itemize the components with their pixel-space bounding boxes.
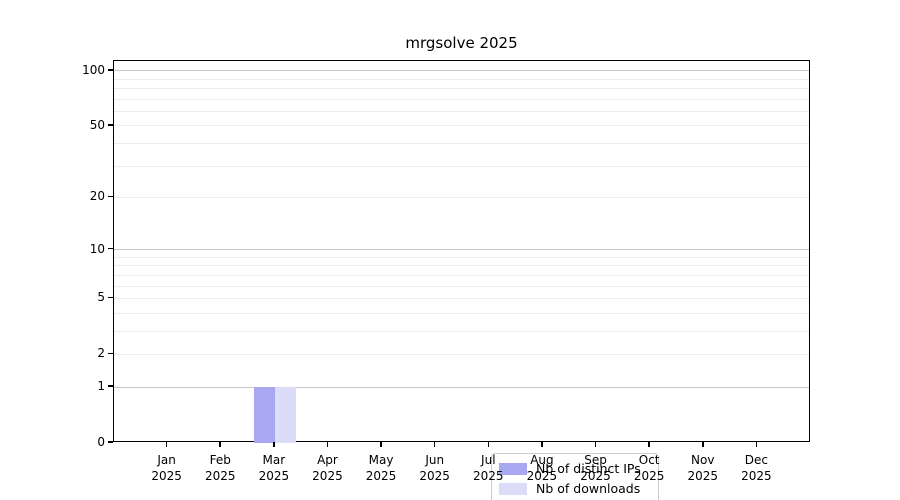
gridline-y-6: [114, 285, 809, 287]
x-tick-label-sep: Sep 2025: [580, 453, 611, 483]
y-tick-label-1: 1: [97, 379, 105, 394]
gridline-y-2: [114, 353, 809, 355]
gridline-y-4: [114, 312, 809, 314]
y-tick-label-5: 5: [97, 290, 105, 305]
gridline-y-3: [114, 330, 809, 332]
x-tick-label-feb: Feb 2025: [204, 453, 236, 483]
legend-swatch-distinct-ips: [499, 462, 527, 475]
gridline-y-30: [114, 165, 809, 167]
x-tick-mark-may: [380, 442, 382, 447]
gridline-y-60: [114, 110, 809, 112]
x-tick-label-aug: Aug 2025: [526, 453, 558, 483]
plot-area: Nb of distinct IPs Nb of downloads: [113, 60, 810, 500]
y-tick-mark-1: [108, 385, 113, 387]
legend-label-downloads: Nb of downloads: [536, 481, 641, 496]
y-tick-label-20: 20: [89, 189, 105, 204]
gridline-y-80: [114, 88, 809, 90]
legend: Nb of distinct IPs Nb of downloads: [491, 453, 659, 500]
y-tick-label-10: 10: [89, 241, 105, 256]
y-tick-mark-2: [108, 352, 113, 355]
x-tick-label-jul: Jul 2025: [473, 453, 504, 483]
y-tick-mark-50: [108, 124, 113, 126]
x-tick-mark-apr: [326, 442, 329, 447]
gridline-y-10: [114, 249, 809, 251]
x-tick-label-mar: Mar 2025: [258, 453, 290, 483]
gridline-y-8: [114, 265, 809, 267]
x-tick-mark-dec: [755, 442, 758, 447]
y-tick-mark-100: [108, 69, 113, 71]
legend-label-distinct-ips: Nb of distinct IPs: [536, 461, 641, 476]
gridline-y-5: [114, 297, 809, 299]
x-tick-label-may: May 2025: [365, 453, 397, 483]
y-tick-mark-20: [108, 195, 113, 198]
x-tick-mark-mar: [273, 442, 275, 447]
gridline-y-50: [114, 125, 809, 127]
x-tick-mark-nov: [702, 442, 704, 447]
x-tick-mark-jun: [433, 442, 436, 447]
x-tick-mark-aug: [541, 442, 543, 447]
gridline-y-70: [114, 98, 809, 100]
x-tick-label-nov: Nov 2025: [687, 453, 719, 483]
bar-mar-series-0: [253, 387, 275, 443]
x-tick-label-dec: Dec 2025: [741, 453, 772, 483]
gridline-y-7: [114, 274, 809, 276]
legend-entry-distinct-ips: Nb of distinct IPs: [499, 460, 650, 477]
y-tick-label-2: 2: [97, 346, 105, 361]
bar-mar-series-1: [274, 387, 296, 443]
chart-title: mrgsolve 2025: [405, 34, 518, 52]
x-tick-mark-jul: [487, 442, 490, 447]
gridline-y-40: [114, 142, 809, 144]
x-tick-mark-feb: [219, 442, 221, 447]
legend-entry-downloads: Nb of downloads: [499, 480, 650, 497]
y-tick-mark-5: [108, 296, 113, 299]
gridline-y-9: [114, 256, 809, 258]
x-tick-label-jun: Jun 2025: [419, 453, 450, 483]
legend-swatch-downloads: [499, 482, 527, 495]
x-tick-mark-oct: [648, 442, 650, 447]
y-tick-mark-0: [108, 441, 113, 443]
x-tick-label-apr: Apr 2025: [312, 453, 343, 483]
x-tick-label-jan: Jan 2025: [151, 453, 182, 483]
gridline-y-100: [114, 70, 809, 72]
y-tick-label-50: 50: [89, 117, 105, 132]
y-tick-label-100: 100: [82, 62, 105, 77]
y-tick-mark-10: [108, 247, 113, 250]
gridline-y-20: [114, 196, 809, 198]
x-tick-mark-jan: [165, 442, 168, 447]
gridline-y-90: [114, 78, 809, 80]
x-tick-label-oct: Oct 2025: [633, 453, 665, 483]
gridline-y-1: [114, 386, 809, 388]
y-tick-label-0: 0: [97, 435, 105, 449]
x-tick-mark-sep: [594, 442, 597, 447]
